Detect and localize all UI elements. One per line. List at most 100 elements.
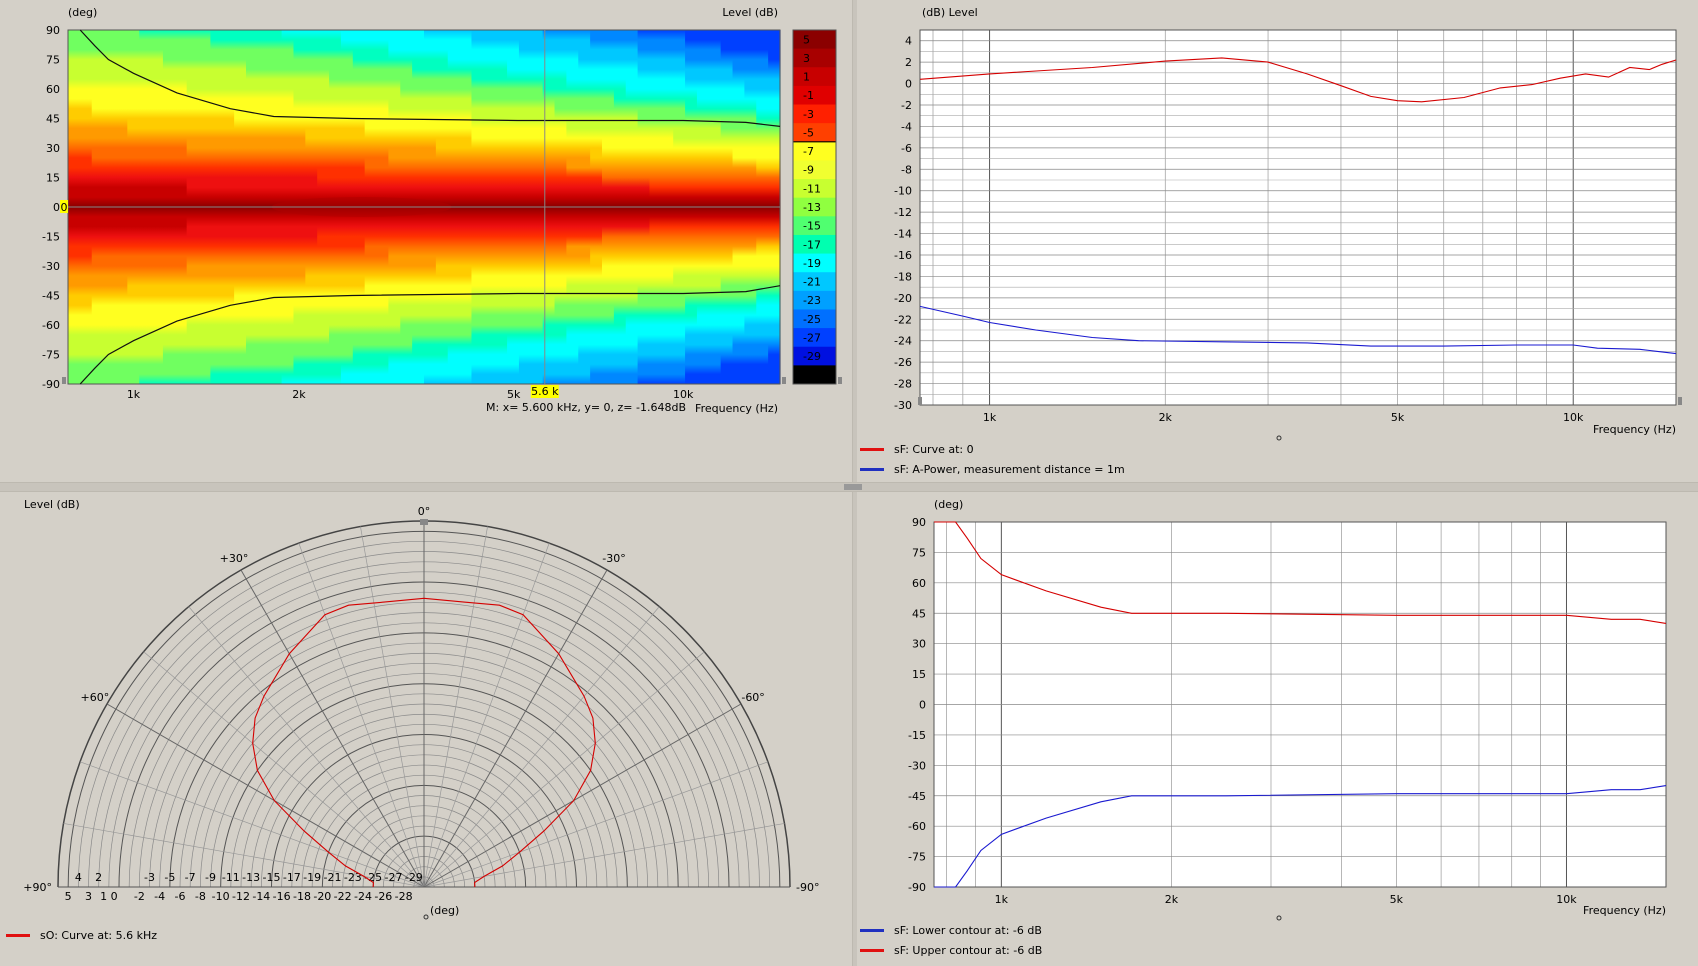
legend-item-curve-at-0[interactable]: sF: Curve at: 0 [860, 443, 974, 456]
series-line [919, 57, 1677, 103]
x-axis-label: Frequency (Hz) [695, 402, 778, 415]
polar-curve [252, 597, 596, 888]
y-axis-label: (deg) [934, 498, 963, 511]
colorbar-band [793, 141, 836, 161]
series-line [934, 521, 1667, 624]
polar-spoke [423, 651, 705, 888]
colorbar-label: Level (dB) [722, 6, 778, 19]
x-tick-label: 1k [983, 411, 997, 424]
colorbar-band [793, 85, 836, 106]
colorbar-tick-label: -9 [803, 164, 814, 177]
radial-tick-label: -10 [212, 890, 230, 903]
radial-tick-label: -6 [175, 890, 186, 903]
y-tick-label: 30 [46, 142, 60, 155]
y-tick-label: -45 [908, 790, 926, 803]
x-tick-label: 10k [673, 388, 694, 401]
colorbar-band [793, 67, 836, 87]
contour-angle-panel[interactable]: 90 75 60 45 30 15 0 -15 -30 -45 -60 -75 -90 1k 2k 5k 10k… [856, 490, 1698, 966]
lower-contour-line [79, 285, 781, 385]
frequency-response-chart[interactable]: 4 2 0 -2 -4 -6 -8 -10 -12 -14 -16 -18 -20 -22 -24 -26 -2… [856, 0, 1698, 482]
scroll-indicator [1276, 915, 1282, 921]
y-tick-label: -8 [901, 163, 912, 176]
polar-chart[interactable]: 0°+30° -30°+60° -60°+90° -90°4 2 -3 -5 -7 -9 -11-… [0, 490, 852, 966]
range-handle [918, 397, 922, 405]
range-handle [62, 377, 66, 384]
y-tick-label: 45 [46, 113, 60, 126]
colorbar-tick-label: -5 [803, 126, 814, 139]
colorbar-tick-label: 1 [803, 71, 810, 84]
polar-spoke [423, 569, 608, 888]
y-tick-label: -16 [894, 249, 912, 262]
radial-tick-label: -2 [134, 890, 145, 903]
x-tick-label: 1k [127, 388, 141, 401]
legend-label: sF: Upper contour at: -6 dB [894, 944, 1043, 957]
y-tick-label: -2 [901, 99, 912, 112]
colorbar-tick-label: -15 [803, 220, 821, 233]
colorbar-band [793, 309, 836, 329]
splitter-grip[interactable] [844, 484, 862, 490]
y-tick-label: 60 [912, 577, 926, 590]
x-tick-label: 5k [507, 388, 521, 401]
y-tick-label: -30 [894, 399, 912, 412]
radial-tick-label: -18 [293, 890, 311, 903]
directivity-map-panel[interactable]: 90 75 60 45 30 15 0 -15 -30 -45 -60 -75 -90 1k 2k 5k 10k… [0, 0, 852, 482]
legend-item-curve-5600hz[interactable]: sO: Curve at: 5.6 kHz [6, 929, 157, 942]
legend-swatch [860, 949, 884, 952]
colorbar-tick-label: -21 [803, 276, 821, 289]
polar-plot-panel[interactable]: 0° +30° -30° +60° -60° +90° -90° 4 2 -3 -5 -7 -9 -11-… [0, 490, 852, 966]
y-tick-label: -4 [901, 120, 912, 133]
colorbar-band [793, 48, 836, 68]
frequency-response-panel[interactable]: 4 2 0 -2 -4 -6 -8 -10 -12 -14 -16 -18 -20 -22 -24 -26 -2… [856, 0, 1698, 482]
colorbar-band [793, 216, 836, 236]
cursor-y-label-bg [60, 200, 68, 213]
polar-spoke [423, 703, 742, 888]
colorbar-band [793, 365, 836, 385]
x-tick-label: 1k [995, 893, 1009, 906]
legend-item-a-power[interactable]: sF: A-Power, measurement distance = 1m [860, 463, 1125, 476]
legend-item-lower-contour[interactable]: sF: Lower contour at: -6 dB [860, 924, 1042, 937]
polar-spoke [423, 606, 660, 888]
series-line [934, 785, 1667, 888]
colorbar-tick-label: -3 [803, 108, 814, 121]
y-tick-label: -45 [42, 290, 60, 303]
colorbar-tick-label: 3 [803, 52, 810, 65]
radial-tick-label: -20 [313, 890, 331, 903]
colorbar-band [793, 30, 836, 50]
polar-angle-label: +90° [23, 881, 52, 894]
colorbar-band [793, 197, 836, 217]
x-tick-label: 2k [292, 388, 306, 401]
legend-label: sO: Curve at: 5.6 kHz [40, 929, 158, 942]
y-tick-label: -30 [908, 759, 926, 772]
radial-tick-label: -17 [283, 871, 301, 884]
legend-swatch [860, 468, 884, 471]
radial-tick-label: 5 [65, 890, 72, 903]
radial-tick-label: -7 [185, 871, 196, 884]
colorbar-tick-label: -29 [803, 350, 821, 363]
polar-zero-marker [420, 519, 428, 525]
radial-tick-label: -29 [405, 871, 423, 884]
y-tick-label: -90 [42, 378, 60, 391]
polar-angle-label: -60° [741, 691, 764, 704]
plot-frame [933, 521, 1667, 888]
radial-axis-label: Level (dB) [24, 498, 80, 511]
y-tick-label: 2 [905, 56, 912, 69]
radial-tick-label: -12 [232, 890, 250, 903]
y-tick-label: -14 [894, 228, 912, 241]
y-tick-label: 75 [46, 54, 60, 67]
x-axis-label: Frequency (Hz) [1583, 904, 1666, 917]
horizontal-splitter[interactable] [0, 482, 1698, 492]
radial-tick-label: -11 [222, 871, 240, 884]
y-tick-label: 15 [912, 668, 926, 681]
colorbar-tick-label: -23 [803, 294, 821, 307]
x-tick-label: 2k [1165, 893, 1179, 906]
radial-tick-label: -3 [144, 871, 155, 884]
y-tick-label: -22 [894, 313, 912, 326]
y-axis-label: (dB) Level [922, 6, 978, 19]
contour-angle-chart[interactable]: 90 75 60 45 30 15 0 -15 -30 -45 -60 -75 -90 1k 2k 5k 10k… [856, 490, 1698, 966]
legend-item-upper-contour[interactable]: sF: Upper contour at: -6 dB [860, 944, 1042, 957]
colorbar-tick-label: -27 [803, 331, 821, 344]
y-tick-label: -6 [901, 142, 912, 155]
upper-contour-line [79, 29, 781, 127]
radial-tick-label: -8 [195, 890, 206, 903]
